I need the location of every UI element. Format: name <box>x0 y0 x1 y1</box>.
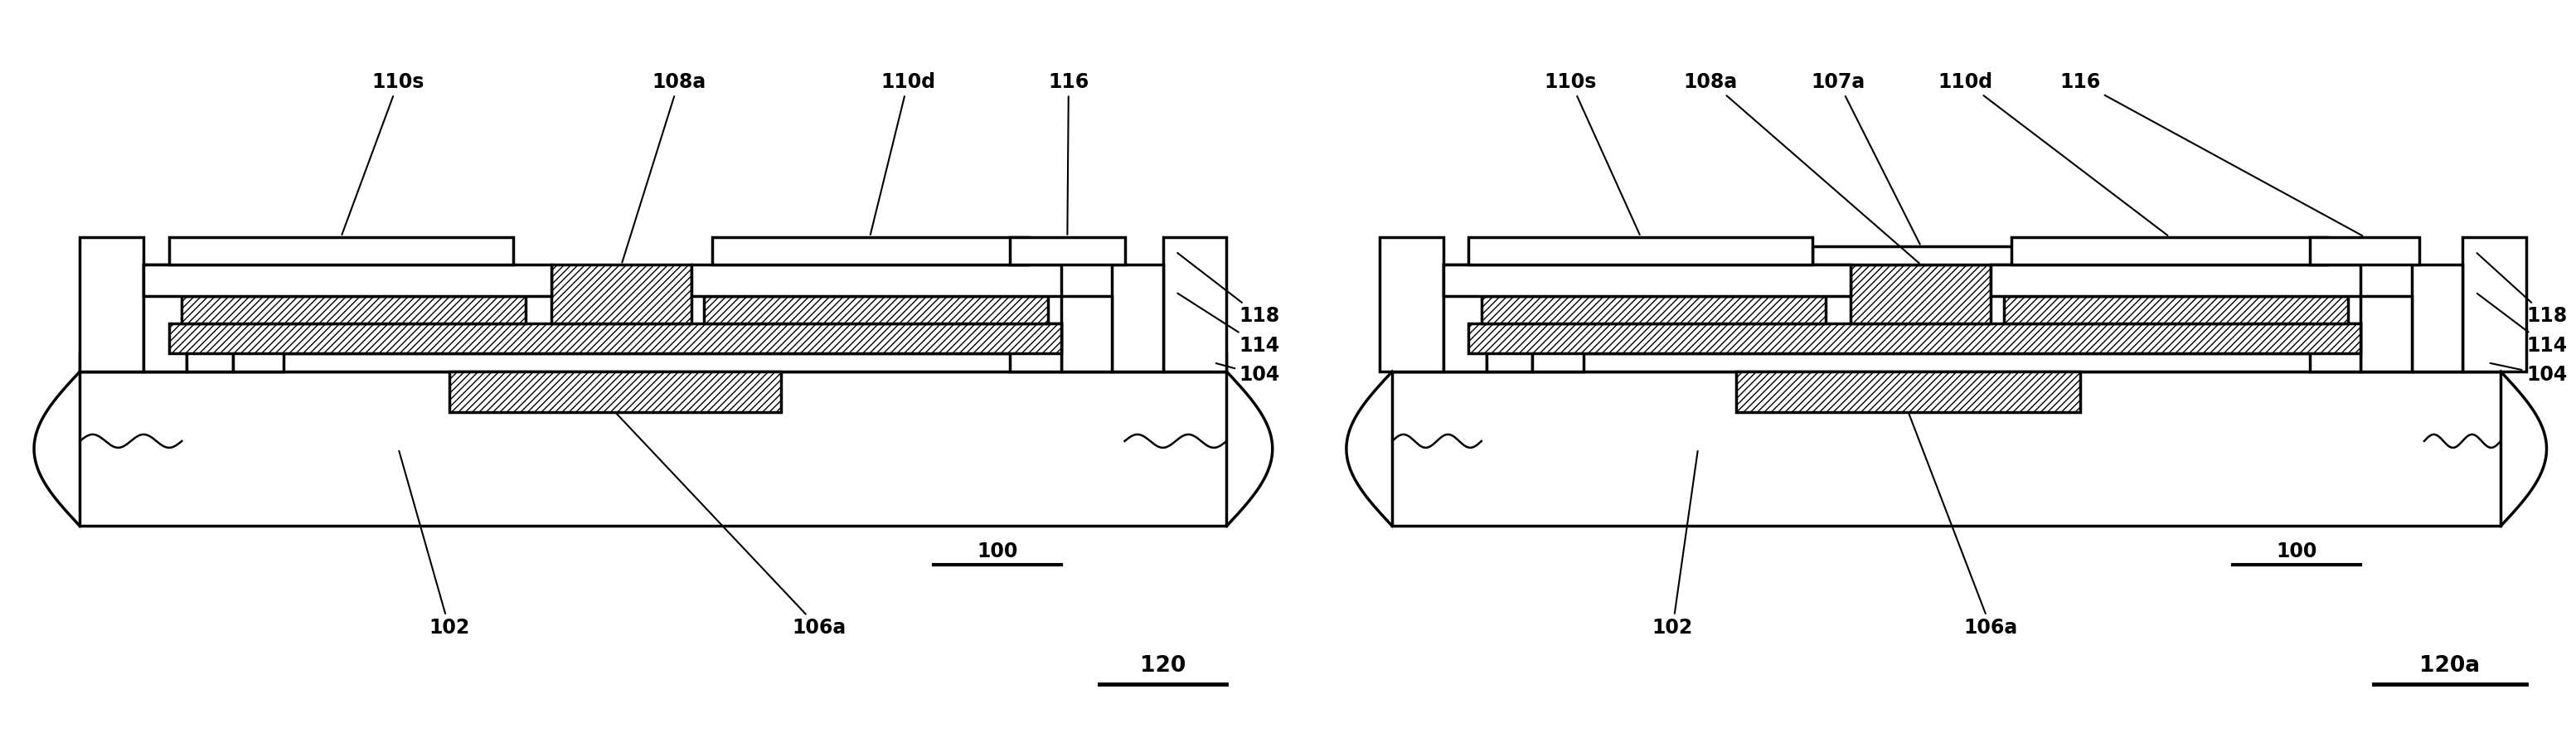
Polygon shape <box>551 265 690 324</box>
Polygon shape <box>1162 237 1226 372</box>
Polygon shape <box>1991 265 2360 296</box>
Text: 107a: 107a <box>1811 72 1919 244</box>
Polygon shape <box>690 265 1061 296</box>
Text: 104: 104 <box>2491 363 2568 385</box>
Polygon shape <box>170 324 1061 353</box>
Text: 116: 116 <box>1048 72 1090 235</box>
Polygon shape <box>2463 237 2527 372</box>
Text: 120a: 120a <box>2419 655 2481 677</box>
Text: 102: 102 <box>399 451 469 638</box>
Text: 108a: 108a <box>621 72 706 262</box>
Polygon shape <box>1113 265 1162 372</box>
Polygon shape <box>2311 324 2360 372</box>
Polygon shape <box>183 296 526 324</box>
Text: 114: 114 <box>2478 293 2566 356</box>
Polygon shape <box>144 265 551 296</box>
Polygon shape <box>448 372 781 412</box>
Polygon shape <box>2012 237 2329 265</box>
Polygon shape <box>1468 237 1814 265</box>
Text: 106a: 106a <box>616 414 845 638</box>
Polygon shape <box>2360 296 2411 372</box>
Text: 118: 118 <box>2478 253 2568 326</box>
Polygon shape <box>80 353 1226 372</box>
Polygon shape <box>80 372 1226 526</box>
Polygon shape <box>1381 237 1443 372</box>
Polygon shape <box>2411 265 2463 372</box>
Polygon shape <box>703 296 1048 324</box>
Polygon shape <box>1061 296 1113 372</box>
Polygon shape <box>1852 265 1991 324</box>
Polygon shape <box>170 237 513 265</box>
Text: 116: 116 <box>2061 72 2362 236</box>
Text: 102: 102 <box>1651 451 1698 638</box>
Text: 100: 100 <box>2277 542 2318 562</box>
Polygon shape <box>1010 237 1126 265</box>
Polygon shape <box>1443 265 1852 296</box>
Text: 120: 120 <box>1141 655 1185 677</box>
Text: 110d: 110d <box>871 72 935 235</box>
Polygon shape <box>1391 353 2501 372</box>
Polygon shape <box>188 296 232 372</box>
Polygon shape <box>1468 324 2360 353</box>
Polygon shape <box>2004 296 2347 324</box>
Text: 110s: 110s <box>343 72 425 235</box>
Polygon shape <box>1391 372 2501 526</box>
Polygon shape <box>1736 372 2081 412</box>
Polygon shape <box>1010 324 1061 372</box>
Text: 104: 104 <box>1216 363 1280 385</box>
Text: 110s: 110s <box>1546 72 1641 235</box>
Text: 110d: 110d <box>1937 72 2166 236</box>
Polygon shape <box>1533 324 1584 372</box>
Polygon shape <box>711 237 1028 265</box>
Polygon shape <box>1486 296 1533 372</box>
Polygon shape <box>144 265 188 372</box>
Text: 114: 114 <box>1177 293 1280 356</box>
Text: 118: 118 <box>1177 253 1280 326</box>
Text: 108a: 108a <box>1685 72 1919 263</box>
Polygon shape <box>232 324 283 372</box>
Polygon shape <box>80 237 144 372</box>
Text: 100: 100 <box>976 542 1018 562</box>
Polygon shape <box>2311 237 2419 265</box>
Polygon shape <box>1443 265 1486 372</box>
Polygon shape <box>1481 296 1826 324</box>
Polygon shape <box>1814 247 2030 265</box>
Text: 106a: 106a <box>1909 414 2017 638</box>
